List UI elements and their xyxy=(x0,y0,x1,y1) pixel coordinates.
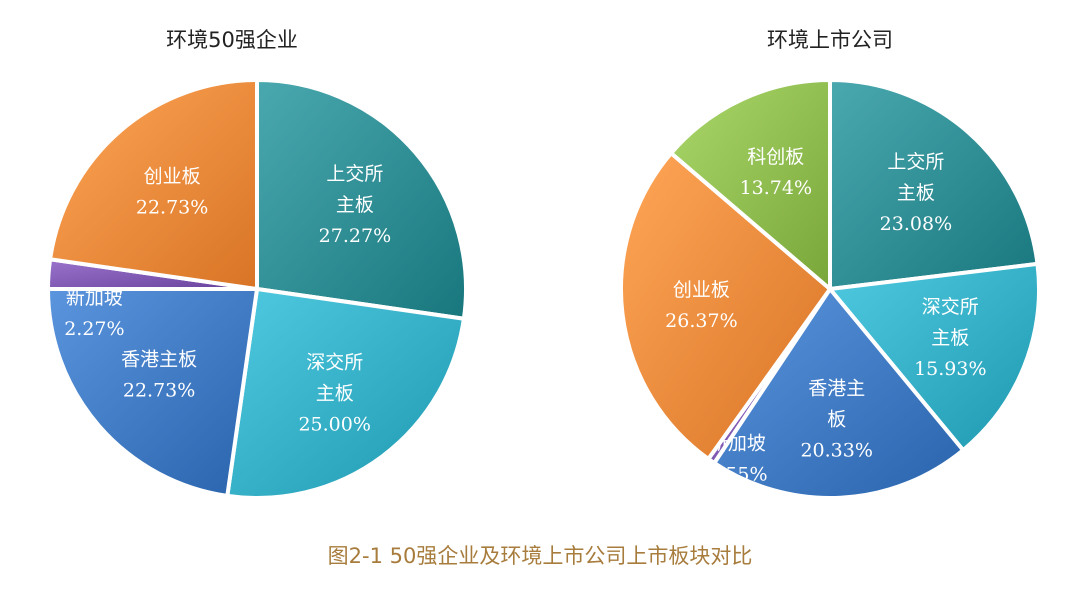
slice-label: 香港主板 22.73% xyxy=(121,348,197,401)
slice-value-label: 20.33% xyxy=(800,439,872,461)
pie-slice xyxy=(255,78,468,321)
slice-name-label: 新加坡 xyxy=(66,287,123,309)
slice-name-label: 科创板 xyxy=(747,146,804,168)
slice-value-label: 0.55% xyxy=(707,464,767,486)
pie-slice xyxy=(225,287,466,500)
slice-name-label: 创业板 xyxy=(144,166,201,188)
slice-value-label: 22.73% xyxy=(136,197,208,219)
pie-slice xyxy=(46,287,259,498)
slice-value-label: 23.08% xyxy=(880,213,952,235)
slice-label: 新加坡 0.55% xyxy=(707,433,767,486)
slice-name-label: 上交所 xyxy=(326,163,383,185)
slice-name-label: 深交所 xyxy=(922,296,979,318)
figure-caption: 图2-1 50强企业及环境上市公司上市板块对比 xyxy=(327,544,753,568)
slice-value-label: 2.27% xyxy=(64,318,124,340)
pie-slice xyxy=(712,287,966,500)
slice-label: 上交所主板 23.08% xyxy=(880,151,952,235)
slice-label: 创业板 22.73% xyxy=(136,166,208,219)
slice-value-label: 26.37% xyxy=(665,310,737,332)
slice-name-label: 板 xyxy=(827,408,846,430)
slice-label: 香港主板 20.33% xyxy=(800,377,872,461)
slice-value-label: 27.27% xyxy=(319,225,391,247)
slice-value-label: 25.00% xyxy=(298,414,370,436)
slice-name-label: 香港主 xyxy=(808,377,865,399)
slice-name-label: 主板 xyxy=(931,327,969,349)
slice-label: 科创板 13.74% xyxy=(740,146,812,199)
slice-value-label: 15.93% xyxy=(914,358,986,380)
slice-name-label: 主板 xyxy=(336,194,374,216)
slice-name-label: 香港主板 xyxy=(121,348,197,370)
slice-label: 深交所主板 25.00% xyxy=(298,352,370,436)
pie-slice xyxy=(828,261,1041,453)
chart-title: 环境上市公司 xyxy=(767,28,893,52)
pie-slice xyxy=(828,78,1040,291)
slice-value-label: 13.74% xyxy=(740,177,812,199)
pie-slice xyxy=(48,78,259,291)
slice-name-label: 创业板 xyxy=(673,279,730,301)
chart-title: 环境50强企业 xyxy=(166,28,298,52)
slice-name-label: 主板 xyxy=(897,182,935,204)
pie-slice xyxy=(669,78,832,291)
pie-slice xyxy=(619,151,832,461)
slice-value-label: 22.73% xyxy=(123,379,195,401)
slice-name-label: 深交所 xyxy=(306,352,363,374)
slice-label: 深交所主板 15.93% xyxy=(914,296,986,380)
slice-name-label: 上交所 xyxy=(887,151,944,173)
slice-label: 创业板 26.37% xyxy=(665,279,737,332)
slice-label: 上交所主板 27.27% xyxy=(319,163,391,247)
slice-name-label: 主板 xyxy=(316,383,354,405)
slice-label: 新加坡 2.27% xyxy=(64,287,124,340)
